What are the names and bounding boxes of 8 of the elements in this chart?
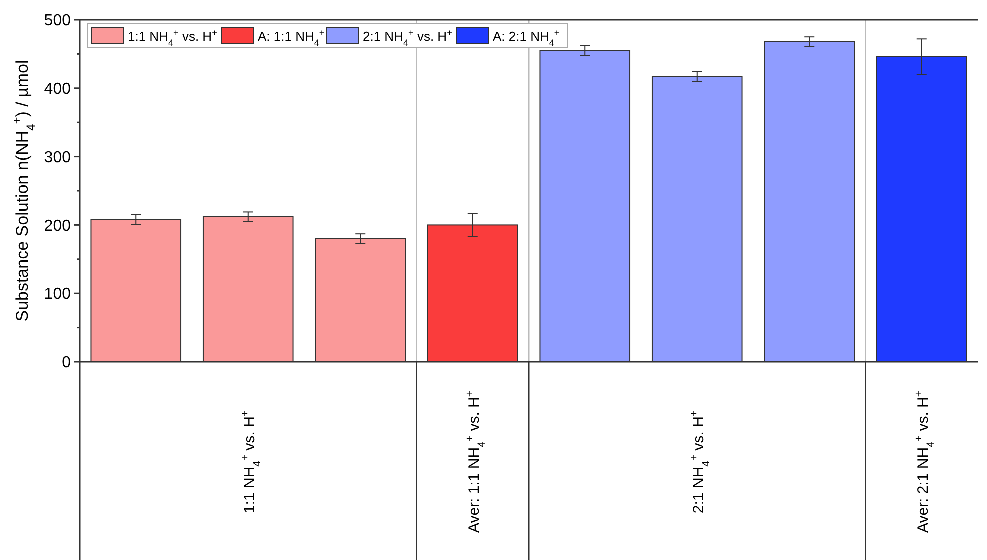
y-tick-label: 0 [62,354,72,372]
legend-label: 1:1 NH$_{4}$$^{+}$ vs. H$^{+}$ [128,28,218,48]
y-tick-label: 100 [44,286,72,304]
y-tick-label: 200 [44,218,72,235]
legend-label: 2:1 NH$_{4}$$^{+}$ vs. H$^{+}$ [363,28,452,48]
y-tick-label: 500 [44,12,72,30]
y-tick-label: 400 [44,81,72,98]
y-tick-label: 300 [44,149,72,166]
